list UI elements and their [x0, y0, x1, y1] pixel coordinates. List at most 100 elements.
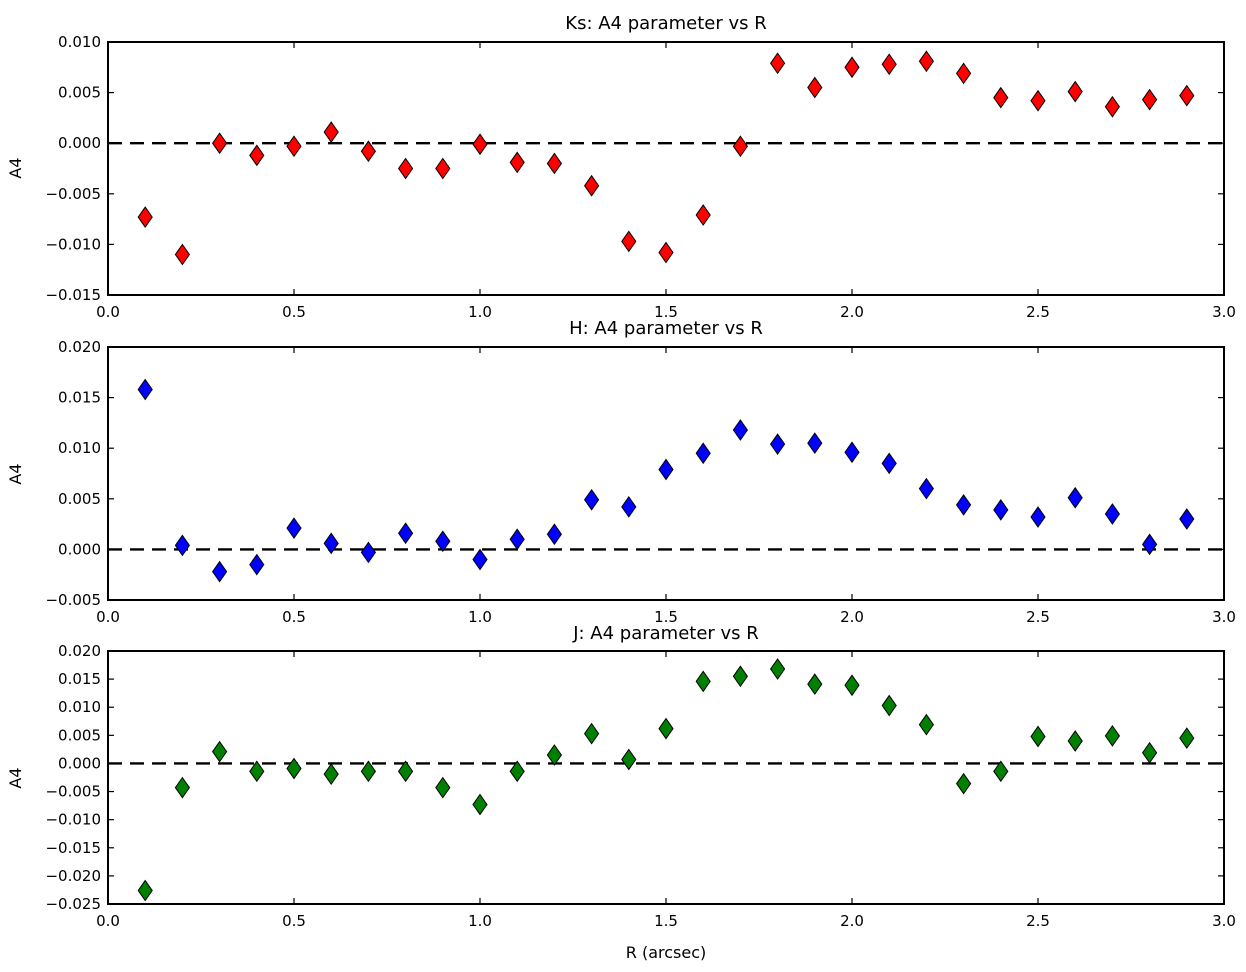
panel-h-ytick-label: 0.015 [58, 389, 101, 407]
panel-ks-point [137, 206, 153, 228]
panel-ks-point [509, 151, 525, 174]
panel-h-point [360, 541, 377, 564]
panel-j-ytick-label: −0.005 [45, 783, 101, 801]
panel-ks-point [174, 243, 191, 266]
panel-h-point [621, 496, 637, 518]
panel-j-point [211, 740, 228, 763]
panel-h-point [1030, 506, 1046, 528]
panel-j-point [435, 776, 451, 799]
panel-ks-axes-frame [107, 41, 1225, 296]
panel-ks-ytick-label: −0.015 [45, 286, 101, 304]
panel-ks-point [1104, 95, 1121, 118]
panel-ks-ytick-label: −0.010 [45, 235, 101, 253]
panel-ks-xtick-label: 1.0 [468, 303, 492, 321]
panel-h-xtick-label: 3.0 [1212, 608, 1236, 626]
panel-h-point [695, 442, 711, 465]
panel-h-point [211, 560, 228, 583]
panel-j-ytick-label: 0.000 [58, 754, 101, 772]
panel-h-point [881, 452, 897, 475]
panel-ks-point [881, 53, 897, 76]
panel-j-xtick-label: 0.0 [96, 912, 120, 930]
panel-ks-point [472, 133, 488, 156]
panel-ks-point [546, 152, 563, 175]
panel-j-point [286, 757, 302, 780]
panel-h-point [993, 499, 1009, 521]
panel-j-point [732, 665, 749, 688]
panel-j-point [955, 772, 972, 795]
panel-h-point [174, 534, 191, 557]
panel-j-point [323, 763, 339, 785]
panel-ks-ytick-label: 0.005 [58, 84, 101, 102]
panel-h-xtick-label: 2.5 [1026, 608, 1050, 626]
panel-ks-point [211, 132, 228, 155]
panel-ks-ytick-label: −0.005 [45, 185, 101, 203]
panel-h-ylabel: A4 [6, 463, 25, 484]
panel-h-point [249, 553, 265, 576]
panel-j-ytick-label: 0.020 [58, 642, 101, 660]
panel-h-ytick-label: 0.005 [58, 490, 101, 508]
panel-ks-xtick-label: 2.5 [1026, 303, 1050, 321]
panel-h-axes-frame [107, 346, 1225, 601]
panel-j-point [621, 748, 637, 771]
panel-h-xtick-label: 0.0 [96, 608, 120, 626]
panel-h-ytick-label: 0.010 [58, 439, 101, 457]
panel-h-ytick-label: 0.000 [58, 540, 101, 558]
panel-h-point [323, 532, 339, 555]
panel-j-point [137, 879, 153, 902]
panel-h-xtick-label: 2.0 [840, 608, 864, 626]
panel-ks-point [1067, 80, 1083, 103]
panel-j-xtick-label: 2.0 [840, 912, 864, 930]
panel-ks-point [993, 86, 1009, 109]
panel-h-point [955, 494, 972, 516]
panel-h-point [509, 528, 525, 551]
panel-j-ytick-label: 0.010 [58, 698, 101, 716]
panel-ks: Ks: A4 parameter vs R A4 0.0 0.5 1.0 1.5 2.0… [6, 13, 1236, 321]
panel-ks-ytick-label: 0.000 [58, 134, 101, 152]
panel-j-xtick-label: 1.0 [468, 912, 492, 930]
panel-h-point [286, 517, 302, 540]
panel-h-xtick-label: 0.5 [282, 608, 306, 626]
panel-j-ytick-label: −0.025 [45, 895, 101, 913]
panel-ks-point [286, 135, 302, 158]
panel-h-xtick-label: 1.0 [468, 608, 492, 626]
panel-j-title: J: A4 parameter vs R [572, 623, 759, 644]
panel-j-point [918, 713, 935, 736]
panel-j-point [769, 658, 786, 680]
panel-j-point [174, 776, 191, 799]
panel-h-point [472, 548, 488, 571]
panel-h-point [397, 522, 414, 545]
panel-h-point [1104, 503, 1121, 525]
panel-ks-xtick-label: 1.5 [654, 303, 678, 321]
panel-h-point [658, 458, 674, 481]
panel-ks-xtick-label: 3.0 [1212, 303, 1236, 321]
panel-j-point [844, 674, 860, 697]
panel-ks-xtick-label: 2.0 [840, 303, 864, 321]
panel-j-point [1104, 725, 1121, 747]
panel-h: H: A4 parameter vs R A4 0.0 0.5 1.0 1.5 2.0 2… [6, 318, 1236, 626]
panel-j-ytick-label: −0.015 [45, 839, 101, 857]
panel-ks-point [658, 241, 674, 264]
panel-h-point [769, 433, 786, 456]
panel-h-point [137, 378, 153, 401]
panel-h-point [435, 530, 451, 553]
panel-j-ytick-label: −0.010 [45, 811, 101, 829]
panel-ks-ytick-label: 0.010 [58, 33, 101, 51]
panel-j-ytick-label: −0.020 [45, 867, 101, 885]
panel-h-title: H: A4 parameter vs R [569, 318, 763, 339]
panel-ks-point [844, 56, 860, 79]
panel-ks-point [1179, 84, 1195, 107]
panel-j-point [472, 793, 488, 816]
panel-j-xtick-label: 1.5 [654, 912, 678, 930]
panel-j-point [658, 717, 674, 740]
panel-j-point [249, 760, 265, 783]
panel-h-ytick-label: 0.020 [58, 338, 101, 356]
panel-j-point [1179, 727, 1195, 750]
panel-j-point [807, 673, 823, 696]
x-axis-label: R (arcsec) [626, 943, 707, 962]
panel-ks-point [249, 144, 265, 167]
panel-h-point [1141, 533, 1158, 556]
panel-ks-point [1141, 88, 1158, 111]
panel-ks-point [769, 52, 786, 75]
panel-j-point [509, 760, 525, 783]
panel-h-ytick-label: −0.005 [45, 591, 101, 609]
